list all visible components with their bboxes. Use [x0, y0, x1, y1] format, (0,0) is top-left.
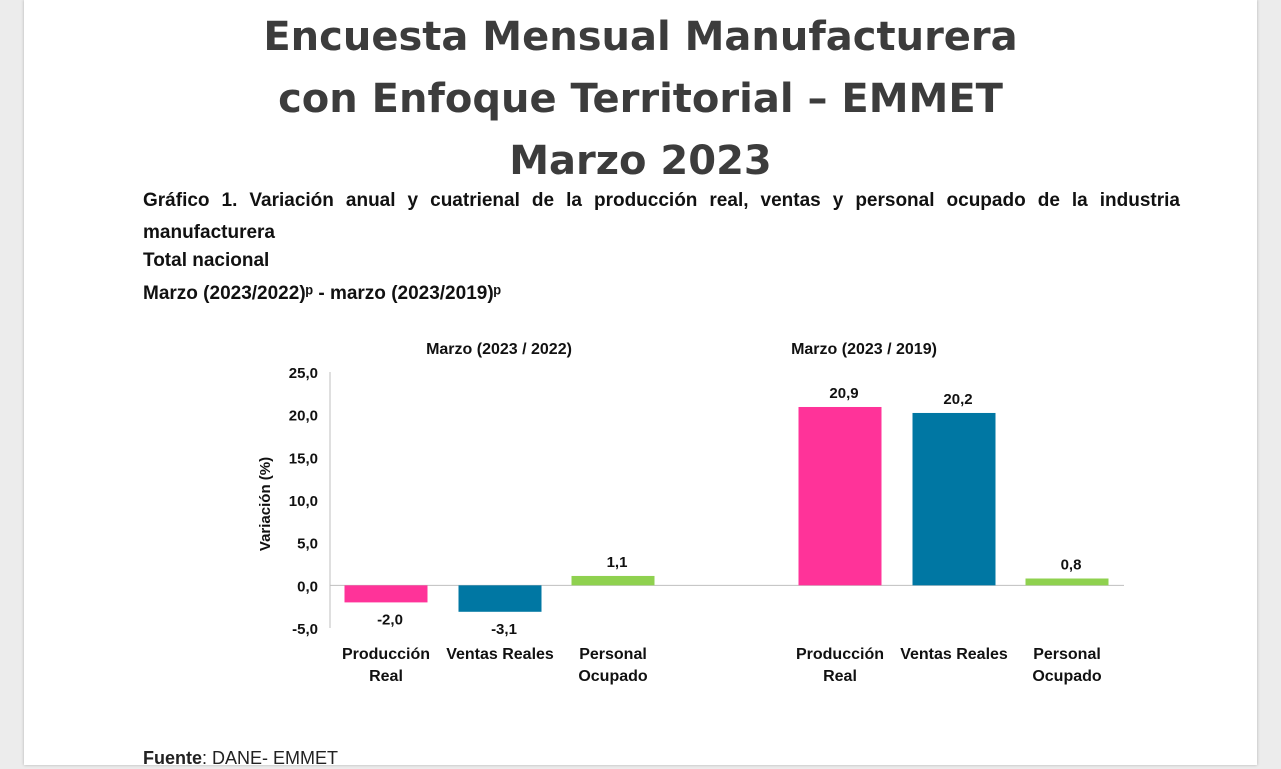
bar-value-label: 0,8 [1061, 557, 1082, 574]
bar-value-label: 20,9 [829, 385, 858, 402]
x-category-label: Producción [342, 646, 430, 663]
x-category-label: Ocupado [1032, 668, 1102, 685]
y-tick-label: 25,0 [289, 365, 318, 382]
bar-chart: 25,0 20,0 15,0 10,0 5,0 0,0 -5,0 Variación (%) M… [257, 341, 1124, 685]
y-tick-label: -5,0 [292, 621, 318, 638]
bar [344, 585, 428, 603]
y-axis-title: Variación (%) [257, 457, 274, 551]
bar [798, 406, 882, 586]
group-title: Marzo (2023 / 2019) [791, 341, 937, 358]
bar-value-label: 1,1 [607, 554, 628, 571]
x-category-label: Ocupado [578, 668, 648, 685]
source-note: Fuente: DANE- EMMET [143, 748, 338, 769]
x-category-label: Ventas Reales [900, 646, 1008, 663]
x-category-label: Real [823, 668, 857, 685]
y-tick-label: 20,0 [289, 408, 318, 425]
y-tick-label: 5,0 [297, 536, 318, 553]
x-category-label: Producción [796, 646, 884, 663]
report-title: Encuesta Mensual Manufacturera con Enfoq… [24, 6, 1257, 192]
bar [1025, 578, 1109, 586]
bar [571, 575, 655, 586]
x-category-label: Ventas Reales [446, 646, 554, 663]
y-tick-label: 10,0 [289, 493, 318, 510]
x-category-label: Real [369, 668, 403, 685]
group-title: Marzo (2023 / 2022) [426, 341, 572, 358]
chart-scope: Total nacional [143, 250, 270, 271]
y-tick-label: 15,0 [289, 450, 318, 467]
source-label: Fuente [143, 748, 203, 768]
report-title-line: Marzo 2023 [509, 138, 772, 184]
source-text: : DANE- EMMET [202, 748, 339, 768]
bar [912, 412, 996, 586]
x-category-label: Personal [579, 646, 647, 663]
document-page: Encuesta Mensual Manufacturera con Enfoq… [24, 0, 1257, 768]
chart-period: Marzo (2023/2022)ᵖ - marzo (2023/2019)ᵖ [143, 283, 502, 304]
x-category-label: Personal [1033, 646, 1101, 663]
chart-caption: Gráfico 1. Variación anual y cuatrienal … [143, 190, 1180, 243]
bar [458, 585, 542, 612]
report-title-line: con Enfoque Territorial – EMMET [278, 76, 1003, 122]
bar-value-label: 20,2 [943, 391, 972, 408]
bar-value-label: -2,0 [377, 611, 403, 628]
y-tick-label: 0,0 [297, 578, 318, 595]
report-title-line: Encuesta Mensual Manufacturera [263, 14, 1018, 60]
bar-value-label: -3,1 [491, 621, 517, 638]
